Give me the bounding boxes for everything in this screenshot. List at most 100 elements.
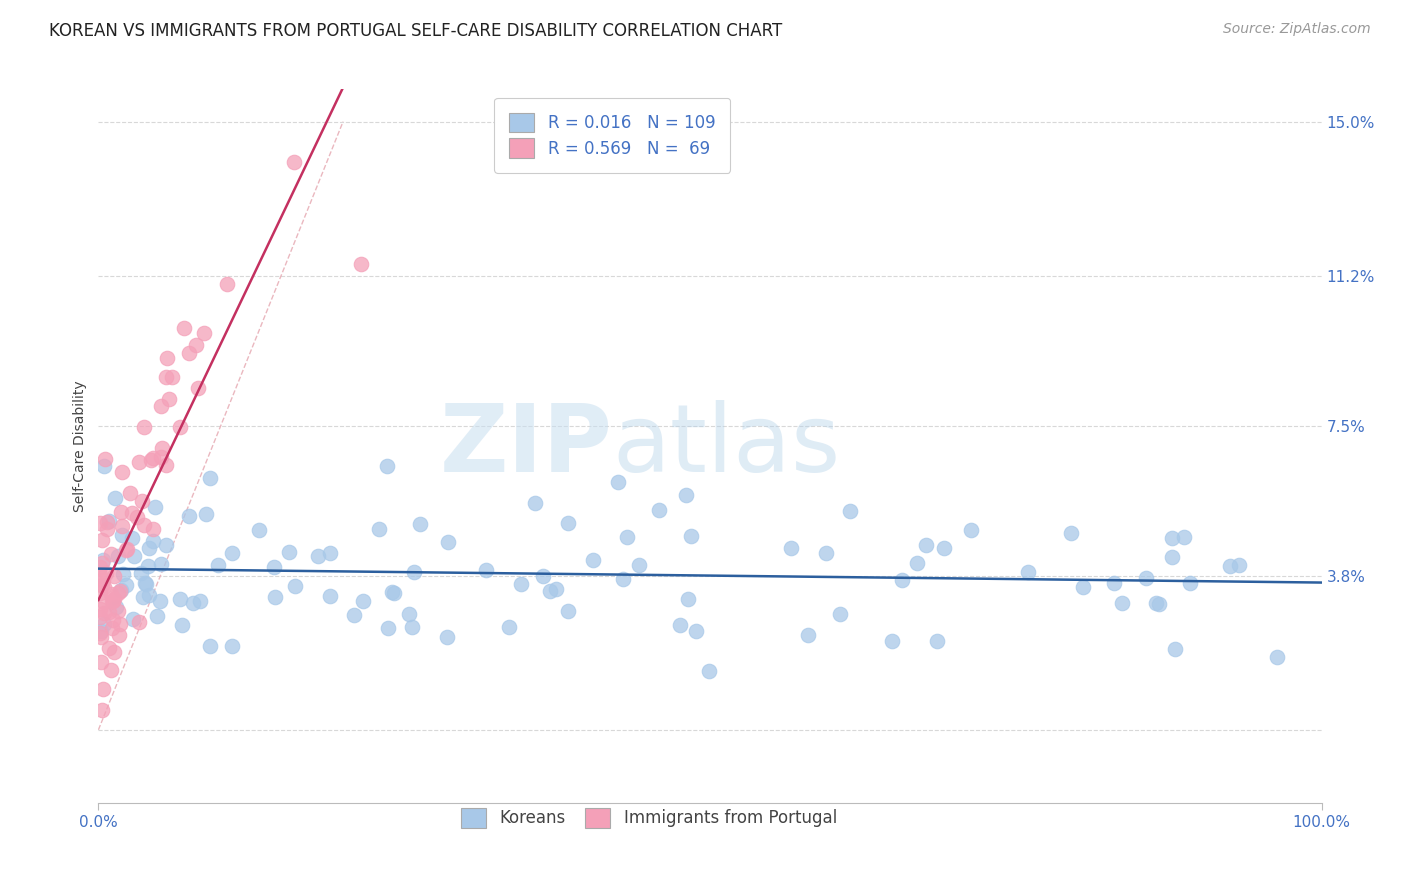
Point <box>127 510 149 524</box>
Point <box>905 556 928 570</box>
Point <box>408 516 430 531</box>
Point <box>173 321 195 335</box>
Point <box>115 578 138 592</box>
Point <box>1173 530 1195 544</box>
Point <box>107 604 129 618</box>
Point <box>169 420 191 434</box>
Point <box>352 593 374 607</box>
Point <box>142 533 165 548</box>
Text: Source: ZipAtlas.com: Source: ZipAtlas.com <box>1223 22 1371 37</box>
Point <box>115 543 138 558</box>
Point <box>115 541 138 556</box>
Point <box>544 582 567 596</box>
Point <box>90 703 112 717</box>
Point <box>134 576 156 591</box>
Point <box>149 557 172 571</box>
Point <box>779 541 801 556</box>
Point <box>1161 549 1184 564</box>
Point <box>187 381 209 395</box>
Point <box>141 452 163 467</box>
Point <box>318 589 340 603</box>
Point <box>1144 596 1167 610</box>
Point <box>138 541 160 555</box>
Point <box>89 602 111 616</box>
Point <box>122 549 145 564</box>
Point <box>207 558 229 572</box>
Point <box>156 351 179 365</box>
Point <box>100 547 122 561</box>
Point <box>524 496 547 510</box>
Point <box>612 573 634 587</box>
Point <box>828 607 851 622</box>
Point <box>377 621 399 635</box>
Point <box>135 577 157 591</box>
Point <box>155 370 177 384</box>
Point <box>675 488 697 502</box>
Point <box>96 522 118 536</box>
Point <box>284 579 307 593</box>
Point <box>128 455 150 469</box>
Point <box>101 594 124 608</box>
Point <box>538 584 561 599</box>
Point <box>93 580 115 594</box>
Point <box>89 609 111 624</box>
Point <box>91 578 114 592</box>
Point <box>647 502 669 516</box>
Point <box>221 639 243 653</box>
Point <box>131 591 153 605</box>
Point <box>194 507 217 521</box>
Point <box>1017 566 1039 580</box>
Point <box>90 624 112 639</box>
Point <box>697 664 720 678</box>
Point <box>914 538 936 552</box>
Point <box>157 392 180 406</box>
Point <box>112 567 135 582</box>
Point <box>134 419 156 434</box>
Point <box>150 441 173 455</box>
Point <box>96 516 118 530</box>
Point <box>318 546 340 560</box>
Point <box>177 509 200 524</box>
Point <box>1265 649 1288 664</box>
Point <box>263 590 285 604</box>
Point <box>221 546 243 560</box>
Point <box>1180 576 1202 591</box>
Point <box>118 486 141 500</box>
Point <box>132 518 155 533</box>
Point <box>91 556 114 570</box>
Point <box>103 645 125 659</box>
Point <box>100 663 122 677</box>
Point <box>436 630 458 644</box>
Point <box>103 592 125 607</box>
Point <box>510 577 533 591</box>
Text: KOREAN VS IMMIGRANTS FROM PORTUGAL SELF-CARE DISABILITY CORRELATION CHART: KOREAN VS IMMIGRANTS FROM PORTUGAL SELF-… <box>49 22 783 40</box>
Point <box>198 471 221 485</box>
Point <box>101 613 124 627</box>
Point <box>101 621 124 635</box>
Point <box>89 516 111 530</box>
Point <box>108 617 131 632</box>
Point <box>110 518 132 533</box>
Point <box>160 370 183 384</box>
Point <box>1219 559 1241 574</box>
Y-axis label: Self-Care Disability: Self-Care Disability <box>73 380 87 512</box>
Point <box>814 546 837 560</box>
Point <box>398 607 420 621</box>
Point <box>882 633 904 648</box>
Point <box>90 533 112 548</box>
Point <box>676 592 699 607</box>
Point <box>90 630 112 644</box>
Point <box>263 559 285 574</box>
Point <box>107 549 129 563</box>
Point <box>217 277 239 291</box>
Point <box>627 558 650 572</box>
Point <box>1071 580 1094 594</box>
Point <box>107 586 129 600</box>
Point <box>1060 526 1083 541</box>
Point <box>382 586 405 600</box>
Point <box>91 573 114 587</box>
Point <box>105 600 128 615</box>
Point <box>557 516 579 531</box>
Point <box>890 573 912 587</box>
Point <box>437 535 460 549</box>
